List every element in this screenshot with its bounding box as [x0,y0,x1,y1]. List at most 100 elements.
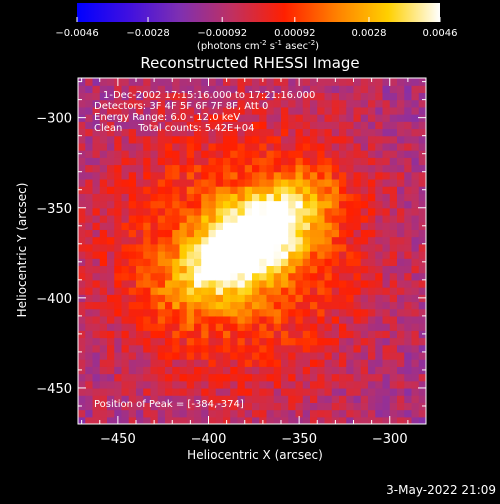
heatmap-cell [310,114,318,122]
heatmap-cell [346,171,355,180]
heatmap-cell [121,294,130,303]
heatmap-cell [143,330,152,339]
heatmap-cell [339,315,347,324]
heatmap-cell [143,157,152,166]
plot-frame [77,77,427,425]
heatmap-cell [252,265,260,274]
heatmap-cell [360,186,369,194]
heatmap-cell [266,236,275,245]
heatmap-cell [317,387,326,396]
heatmap-cell [310,330,318,339]
heatmap-cell [252,279,260,288]
heatmap-cell [331,214,340,223]
heatmap-cell [324,251,333,259]
heatmap-cell [353,150,362,158]
heatmap-cell [389,186,398,194]
heatmap-cell [259,92,268,101]
heatmap-cell [317,380,326,389]
heatmap-cell [223,114,231,122]
heatmap-cell [150,251,159,259]
heatmap-cell [368,200,376,209]
heatmap-cell [186,114,195,122]
heatmap-cell [150,243,159,252]
heatmap-cell [288,142,297,151]
heatmap-cell [324,258,333,267]
heatmap-cell [78,214,86,223]
heatmap-cell [331,351,340,360]
heatmap-cell [252,236,260,245]
heatmap-cell [346,114,355,122]
heatmap-cell [114,99,123,108]
heatmap-cell [128,121,137,130]
heatmap-cell [331,121,340,130]
heatmap-cell [92,150,101,158]
heatmap-cell [288,135,297,144]
heatmap-cell [389,121,398,130]
heatmap-cell [310,207,318,216]
heatmap-cell [310,186,318,194]
heatmap-cell [165,265,173,274]
heatmap-cell [259,315,268,324]
heatmap-cell [237,78,246,86]
heatmap-cell [266,99,275,108]
heatmap-cell [331,178,340,187]
heatmap-cell [418,128,426,137]
heatmap-cell [136,229,144,238]
heatmap-cell [194,157,202,166]
heatmap-cell [157,373,166,382]
heatmap-cell [317,200,326,209]
heatmap-cell [288,387,297,396]
heatmap-cell [215,323,224,331]
heatmap-cell [266,272,275,281]
heatmap-cell [259,265,268,274]
heatmap-cell [172,366,181,375]
heatmap-cell [252,258,260,267]
heatmap-cell [266,92,275,101]
heatmap-cell [389,279,398,288]
heatmap-cell [317,186,326,194]
heatmap-cell [99,135,108,144]
heatmap-cell [121,142,130,151]
heatmap-cell [389,351,398,360]
heatmap-cell [360,251,369,259]
heatmap-cell [353,416,362,424]
heatmap-cell [114,344,123,353]
heatmap-cell [121,315,130,324]
heatmap-cell [317,416,326,424]
heatmap-cell [99,164,108,173]
heatmap-cell [418,214,426,223]
heatmap-cell [165,387,173,396]
heatmap-cell [331,373,340,382]
heatmap-cell [397,366,405,375]
heatmap-cell [382,287,391,295]
heatmap-cell [331,150,340,158]
heatmap-cell [128,99,137,108]
heatmap-cell [295,337,304,346]
heatmap-cell [186,92,195,101]
heatmap-cell [201,106,210,115]
heatmap-cell [165,272,173,281]
heatmap-cell [150,157,159,166]
heatmap-cell [128,272,137,281]
heatmap-cell [237,416,246,424]
heatmap-cell [360,85,369,94]
heatmap-cell [317,265,326,274]
heatmap-cell [389,157,398,166]
heatmap-cell [237,214,246,223]
heatmap-cell [317,178,326,187]
heatmap-cell [368,344,376,353]
heatmap-cell [157,387,166,396]
heatmap-cell [201,251,210,259]
heatmap-cell [157,272,166,281]
heatmap-cell [179,243,188,252]
heatmap-cell [114,193,123,202]
heatmap-cell [259,308,268,317]
heatmap-cell [411,236,420,245]
heatmap-cell [266,121,275,130]
heatmap-cell [375,150,384,158]
heatmap-cell [259,150,268,158]
heatmap-cell [179,409,188,418]
heatmap-cell [418,121,426,130]
heatmap-cell [418,99,426,108]
heatmap-cell [411,287,420,295]
